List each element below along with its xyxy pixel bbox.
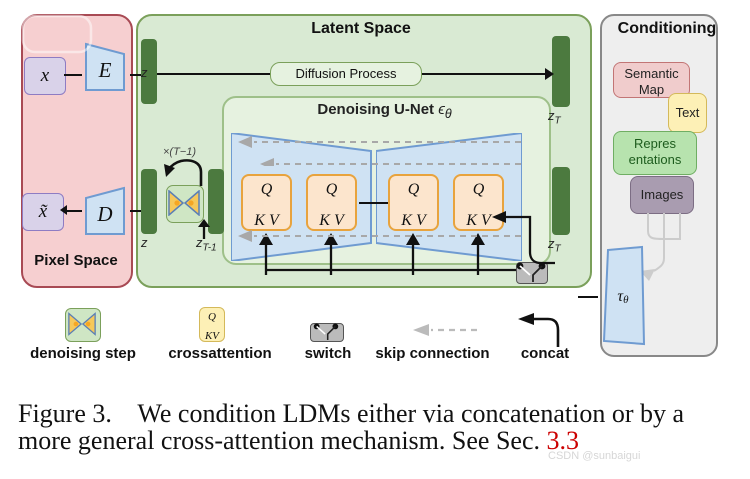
svg-text:D: D <box>96 202 112 226</box>
